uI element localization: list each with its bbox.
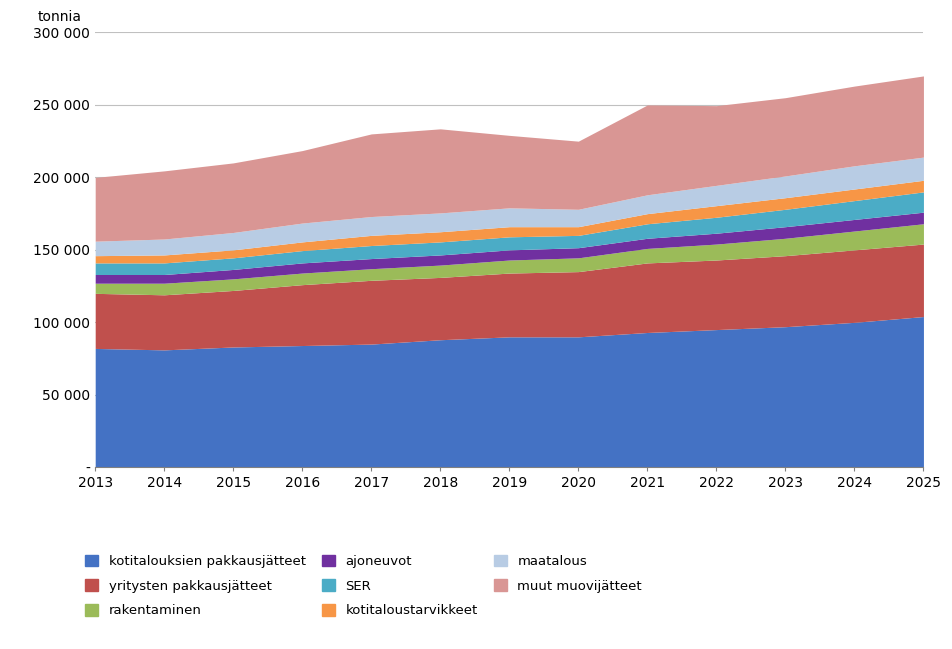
Text: tonnia: tonnia <box>37 10 81 24</box>
Legend: kotitalouksien pakkausjätteet, yritysten pakkausjätteet, rakentaminen, ajoneuvot: kotitalouksien pakkausjätteet, yritysten… <box>86 554 642 617</box>
